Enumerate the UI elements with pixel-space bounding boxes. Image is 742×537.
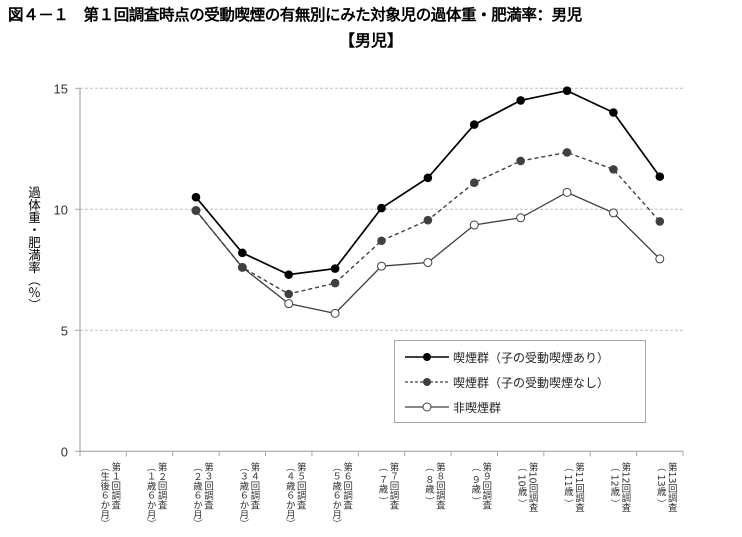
data-point: [655, 217, 665, 226]
chart-subtitle: 【男児】: [338, 31, 403, 50]
x-tick-label: 第９回調査 （ ９歳 ）: [469, 462, 492, 510]
y-tick-label: 0: [61, 444, 68, 459]
data-point-hollow: [655, 254, 665, 264]
x-tick-label: 第13回調査 （ 13歳 ）: [654, 462, 677, 513]
x-tick-label: 第11回調査 （ 11歳 ）: [562, 462, 585, 513]
series-line: [195, 191, 661, 315]
data-point: [330, 278, 340, 288]
data-point: [562, 148, 572, 157]
data-point: [609, 108, 618, 117]
x-tick-label: 第５回調査 （４歳６か月）: [283, 462, 306, 529]
data-point-hollow: [562, 187, 572, 197]
data-point: [423, 215, 433, 225]
x-tick-label: 第８回調査 （ ８歳 ）: [422, 462, 445, 510]
data-point: [191, 192, 201, 202]
data-point-hollow: [608, 208, 618, 218]
legend-item-non-smoking: 非喫煙群: [405, 397, 501, 417]
data-point: [516, 96, 525, 105]
legend-label: 喫煙群（子の受動喫煙あり）: [453, 350, 610, 365]
data-point: [191, 206, 201, 215]
data-point-hollow: [469, 220, 479, 230]
data-point: [377, 203, 386, 213]
data-point: [377, 236, 386, 246]
legend: 喫煙群（子の受動喫煙あり） 喫煙群（子の受動喫煙なし） 非喫煙群: [394, 340, 646, 423]
y-axis-label: 過体重・肥満率（％）: [26, 186, 41, 311]
data-point: [469, 178, 479, 187]
y-tick-label: 5: [61, 323, 68, 338]
legend-label: 非喫煙群: [453, 400, 502, 415]
data-point: [330, 264, 340, 273]
x-tick-label: 第12回調査 （ 12歳 ）: [608, 462, 631, 513]
x-tick-label: 第２回調査 （１歳６か月）: [144, 462, 167, 529]
y-tick-label: 15: [54, 81, 68, 96]
data-point-hollow: [284, 299, 294, 309]
legend-item-smoking-exposed: 喫煙群（子の受動喫煙あり）: [405, 347, 609, 367]
data-point: [562, 86, 572, 96]
data-point: [284, 289, 294, 299]
data-point: [516, 156, 525, 166]
legend-marker-solid-filled-icon: [405, 353, 449, 361]
x-tick-label: 第３回調査 （２歳６か月）: [190, 462, 213, 529]
data-point: [238, 248, 247, 258]
data-point-hollow: [330, 308, 340, 318]
data-point-hollow: [377, 261, 386, 271]
x-tick-label: 第１回調査 （生後６か月）: [98, 462, 121, 529]
legend-marker-solid-hollow-icon: [405, 402, 449, 412]
legend-label: 喫煙群（子の受動喫煙なし）: [453, 375, 610, 390]
x-tick-label: 第７回調査 （ ７歳 ）: [376, 462, 399, 510]
data-point-hollow: [516, 213, 526, 223]
x-tick-label: 第４回調査 （３歳６か月）: [237, 462, 260, 529]
data-point: [423, 173, 433, 183]
series-line: [195, 89, 661, 276]
chart-title: 図４－１ 第１回調査時点の受動喫煙の有無別にみた対象児の過体重・肥満率：男児: [8, 6, 582, 24]
y-tick-label: 10: [54, 202, 68, 217]
x-tick-label: 第６回調査 （５歳６か月）: [330, 462, 353, 529]
legend-item-smoking-not-exposed: 喫煙群（子の受動喫煙なし）: [405, 372, 609, 392]
data-point: [238, 263, 247, 272]
legend-marker-dashed-filled-icon: [405, 378, 449, 386]
data-point: [284, 270, 294, 279]
data-point-hollow: [423, 258, 433, 268]
x-tick-label: 第10回調査 （ 10歳 ）: [515, 462, 538, 513]
data-point: [469, 120, 479, 129]
data-point: [609, 165, 618, 174]
data-point: [655, 172, 665, 181]
